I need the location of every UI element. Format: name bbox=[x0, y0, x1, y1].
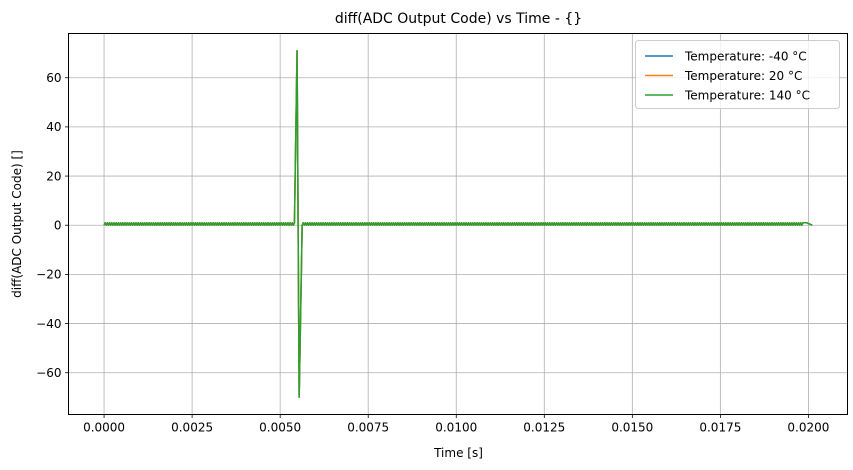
x-tick-label: 0.0150 bbox=[611, 421, 653, 435]
chart-title: diff(ADC Output Code) vs Time - {} bbox=[335, 11, 582, 27]
x-tick-label: 0.0125 bbox=[523, 421, 565, 435]
x-tick-label: 0.0000 bbox=[83, 421, 125, 435]
y-tick-label: −20 bbox=[36, 268, 61, 282]
x-tick-label: 0.0100 bbox=[435, 421, 477, 435]
x-axis: 0.0000 0.0025 0.0050 0.0075 0.0100 0.0125 0.01… bbox=[83, 414, 829, 435]
series-line-temperature-140-c bbox=[103, 49, 813, 399]
x-tick-label: 0.0200 bbox=[787, 421, 829, 435]
legend: Temperature: -40 °C Temperature: 20 °C Tem… bbox=[635, 40, 840, 109]
x-tick-label: 0.0050 bbox=[259, 421, 301, 435]
y-tick-label: 0 bbox=[54, 219, 62, 233]
y-axis: −60 −40 −20 0 20 40 60 bbox=[36, 71, 69, 380]
x-tick-label: 0.0075 bbox=[347, 421, 389, 435]
y-tick-label: −60 bbox=[36, 366, 61, 380]
x-tick-label: 0.0025 bbox=[171, 421, 213, 435]
y-axis-title: diff(ADC Output Code) [] bbox=[10, 150, 24, 298]
y-tick-label: 60 bbox=[46, 71, 61, 85]
y-tick-label: 20 bbox=[46, 169, 61, 183]
legend-label-temperature-140-c: Temperature: 140 °C bbox=[684, 88, 810, 102]
series-layer bbox=[103, 49, 813, 399]
legend-label-temperature-20-c: Temperature: 20 °C bbox=[684, 69, 802, 83]
x-axis-title: Time [s] bbox=[433, 446, 483, 460]
plot-frame bbox=[68, 33, 848, 415]
legend-box bbox=[635, 40, 840, 109]
legend-label-temperature-40-c: Temperature: -40 °C bbox=[684, 49, 807, 63]
x-tick-label: 0.0175 bbox=[699, 421, 741, 435]
y-tick-label: 40 bbox=[46, 120, 61, 134]
y-tick-label: −40 bbox=[36, 317, 61, 331]
